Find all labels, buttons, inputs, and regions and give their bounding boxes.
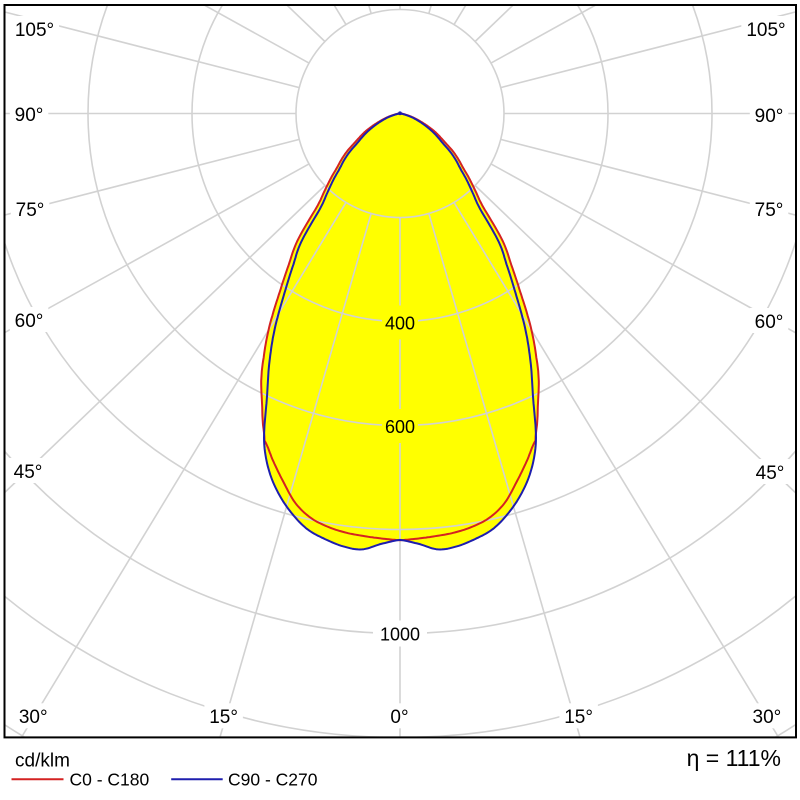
svg-text:75°: 75°	[16, 200, 45, 221]
svg-text:15°: 15°	[209, 707, 238, 728]
svg-text:105°: 105°	[746, 20, 785, 41]
svg-text:90°: 90°	[755, 106, 784, 127]
svg-text:C0 - C180: C0 - C180	[70, 770, 150, 790]
svg-text:C90 - C270: C90 - C270	[228, 770, 318, 790]
svg-text:cd/klm: cd/klm	[15, 750, 70, 771]
svg-text:15°: 15°	[564, 707, 593, 728]
svg-text:0°: 0°	[390, 707, 408, 728]
svg-text:45°: 45°	[756, 463, 785, 484]
svg-text:400: 400	[385, 313, 415, 333]
svg-text:45°: 45°	[14, 462, 43, 483]
svg-text:105°: 105°	[15, 20, 54, 41]
svg-text:75°: 75°	[755, 200, 784, 221]
svg-text:1000: 1000	[380, 624, 420, 644]
svg-text:60°: 60°	[755, 312, 784, 333]
svg-text:η = 111%: η = 111%	[687, 745, 781, 771]
svg-text:30°: 30°	[19, 707, 48, 728]
svg-text:600: 600	[385, 417, 415, 437]
svg-text:60°: 60°	[15, 311, 44, 332]
svg-text:90°: 90°	[15, 105, 44, 126]
svg-text:30°: 30°	[753, 707, 782, 728]
